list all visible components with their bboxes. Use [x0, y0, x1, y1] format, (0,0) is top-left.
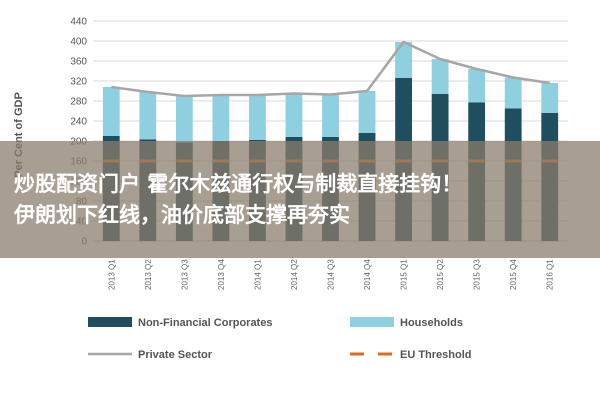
y-tick-label: 240 — [70, 117, 87, 128]
x-tick-label: 2013 Q2 — [144, 259, 153, 290]
y-tick-label: 440 — [70, 17, 87, 28]
x-axis: 2013 Q1 2013 Q2 2013 Q3 2013 Q4 2014 Q1 2014 … — [107, 259, 554, 290]
x-tick-label: 2015 Q4 — [509, 259, 518, 290]
bar-households — [468, 69, 486, 103]
bar-households — [431, 59, 449, 94]
x-tick-label: 2014 Q1 — [253, 259, 262, 290]
legend-swatch-non-financial-corporates — [88, 317, 132, 327]
x-tick-label: 2014 Q3 — [327, 259, 336, 290]
x-tick-label: 2015 Q1 — [400, 259, 409, 290]
legend-label-private-sector: Private Sector — [138, 349, 213, 361]
bar-households — [285, 93, 303, 137]
bar-households — [358, 91, 376, 133]
legend-label-non-financial-corporates: Non-Financial Corporates — [138, 317, 272, 329]
y-tick-label: 320 — [70, 77, 87, 88]
x-tick-label: 2013 Q1 — [107, 259, 116, 290]
x-tick-label: 2013 Q4 — [217, 259, 226, 290]
bar-households — [541, 83, 559, 113]
bar-households — [175, 96, 193, 143]
bar-households — [212, 95, 230, 141]
x-tick-label: 2014 Q4 — [363, 259, 372, 290]
legend-swatch-households — [350, 317, 394, 327]
legend: Non-Financial Corporates Households Privat… — [88, 317, 472, 361]
x-tick-label: 2015 Q2 — [436, 259, 445, 290]
bar-households — [139, 92, 157, 140]
x-tick-label: 2015 Q3 — [473, 259, 482, 290]
legend-label-eu-threshold: EU Threshold — [400, 349, 472, 361]
bar-households — [504, 77, 522, 109]
line-private-sector — [111, 40, 550, 98]
bar-households — [322, 94, 339, 137]
y-tick-label: 400 — [70, 37, 87, 48]
bar-households — [395, 42, 412, 78]
headline-line-2: 伊朗划下红线，油价底部支撑再夯实 — [14, 202, 350, 227]
bar-households — [249, 95, 266, 140]
bar-households — [102, 87, 120, 136]
x-tick-label: 2014 Q2 — [290, 259, 299, 290]
headline-banner: 炒股配资门户 霍尔木兹通行权与制裁直接挂钩！ 伊朗划下红线，油价底部支撑再夯实 — [0, 141, 600, 258]
legend-label-households: Households — [400, 317, 463, 329]
y-tick-label: 360 — [70, 57, 87, 68]
y-tick-label: 280 — [70, 97, 87, 108]
headline-line-1: 炒股配资门户 霍尔木兹通行权与制裁直接挂钩！ — [14, 171, 463, 196]
x-tick-label: 2013 Q3 — [180, 259, 189, 290]
x-tick-label: 2016 Q1 — [546, 259, 555, 290]
